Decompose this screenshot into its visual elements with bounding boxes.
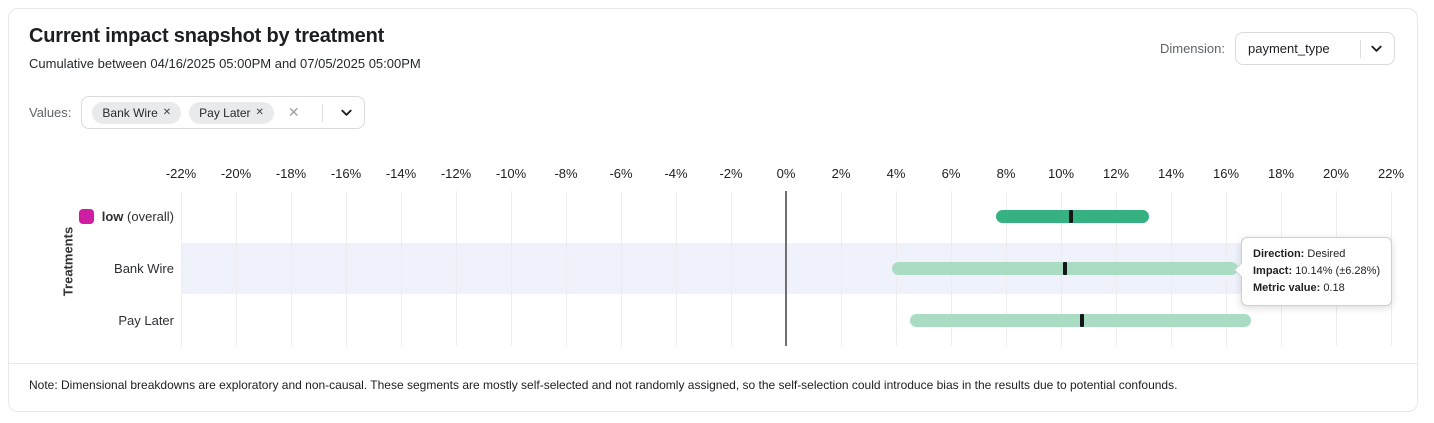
chip-remove-icon[interactable]: ✕ bbox=[162, 107, 172, 118]
tooltip-direction-row: Direction: Desired bbox=[1253, 248, 1346, 260]
tooltip-impact-row: Impact: 10.14% (±6.28%) bbox=[1253, 265, 1381, 277]
divider bbox=[1360, 39, 1361, 58]
x-tick-label: -18% bbox=[275, 166, 307, 181]
gridline bbox=[510, 191, 512, 346]
chip-label: Pay Later bbox=[199, 105, 251, 120]
chevron-down-icon[interactable] bbox=[1369, 41, 1384, 56]
chip-remove-icon[interactable]: ✕ bbox=[255, 107, 264, 118]
dimension-label: Dimension: bbox=[1159, 41, 1225, 56]
x-tick-label: 22% bbox=[1377, 166, 1405, 181]
divider bbox=[9, 363, 1419, 364]
x-tick-label: 2% bbox=[831, 166, 851, 181]
value-chip-bank-wire[interactable]: Bank Wire ✕ bbox=[92, 101, 182, 124]
gridline bbox=[675, 191, 677, 346]
value-chip-pay-later[interactable]: Pay Later ✕ bbox=[189, 101, 274, 124]
x-tick-label: -4% bbox=[664, 166, 688, 181]
values-multiselect[interactable]: Bank Wire ✕ Pay Later ✕ ✕ bbox=[81, 96, 365, 129]
x-tick-label: -6% bbox=[609, 166, 633, 181]
x-tick-label: 4% bbox=[886, 166, 906, 181]
zero-gridline bbox=[785, 191, 787, 346]
impact-marker-low-overall bbox=[1068, 210, 1073, 224]
gridline bbox=[180, 191, 182, 346]
x-tick-label: 10% bbox=[1047, 166, 1075, 181]
gridline bbox=[235, 191, 237, 346]
legend-swatch bbox=[78, 209, 94, 225]
impact-snapshot-card: Current impact snapshot by treatment Cum… bbox=[8, 8, 1419, 412]
x-tick-label: 18% bbox=[1267, 166, 1295, 181]
values-control: Values: Bank Wire ✕ Pay Later ✕ ✕ bbox=[29, 96, 365, 129]
treatment-label-pay-later: Pay Later bbox=[9, 310, 174, 330]
date-range-subtitle: Cumulative between 04/16/2025 05:00PM an… bbox=[29, 56, 421, 71]
x-tick-label: -12% bbox=[440, 166, 472, 181]
x-tick-label: -14% bbox=[385, 166, 417, 181]
gridline bbox=[345, 191, 347, 346]
chip-label: Bank Wire bbox=[102, 105, 158, 120]
row-label-text: low (overall) bbox=[101, 209, 174, 225]
chevron-down-icon[interactable] bbox=[339, 105, 354, 120]
gridline bbox=[565, 191, 567, 346]
bar-tooltip: Direction: Desired Impact: 10.14% (±6.28… bbox=[1233, 237, 1393, 306]
clear-all-icon[interactable]: ✕ bbox=[287, 104, 300, 120]
gridline bbox=[290, 191, 292, 346]
treatment-label-low-overall: low (overall) bbox=[9, 207, 174, 227]
x-tick-label: 6% bbox=[941, 166, 961, 181]
gridline bbox=[730, 191, 732, 346]
x-tick-label: -2% bbox=[719, 166, 743, 181]
x-tick-label: 16% bbox=[1212, 166, 1240, 181]
x-tick-label: -16% bbox=[330, 166, 362, 181]
tooltip-metric-row: Metric value: 0.18 bbox=[1253, 282, 1345, 294]
x-tick-label: 0% bbox=[776, 166, 796, 181]
x-tick-label: -22% bbox=[165, 166, 197, 181]
gridline bbox=[455, 191, 457, 346]
x-tick-label: -10% bbox=[495, 166, 527, 181]
values-label: Values: bbox=[29, 105, 72, 120]
treatment-label-bank-wire: Bank Wire bbox=[9, 259, 174, 279]
dimension-select[interactable]: payment_type bbox=[1235, 32, 1395, 65]
row-label-text: Bank Wire bbox=[114, 261, 174, 276]
x-tick-label: 8% bbox=[996, 166, 1016, 181]
divider bbox=[321, 103, 323, 122]
dimension-control: Dimension: payment_type bbox=[1160, 32, 1395, 65]
gridline bbox=[400, 191, 402, 346]
dimension-selected-value: payment_type bbox=[1248, 41, 1330, 56]
gridline bbox=[840, 191, 842, 346]
page-title: Current impact snapshot by treatment bbox=[29, 25, 385, 47]
footnote: Note: Dimensional breakdowns are explora… bbox=[29, 378, 1178, 392]
gridline bbox=[620, 191, 622, 346]
x-tick-label: 20% bbox=[1322, 166, 1350, 181]
impact-marker-bank-wire bbox=[1062, 262, 1067, 275]
x-tick-label: 14% bbox=[1157, 166, 1185, 181]
x-tick-label: -20% bbox=[220, 166, 252, 181]
x-tick-label: -8% bbox=[554, 166, 578, 181]
row-label-text: Pay Later bbox=[118, 312, 174, 328]
x-tick-label: 12% bbox=[1102, 166, 1130, 181]
impact-marker-pay-later bbox=[1079, 313, 1084, 327]
